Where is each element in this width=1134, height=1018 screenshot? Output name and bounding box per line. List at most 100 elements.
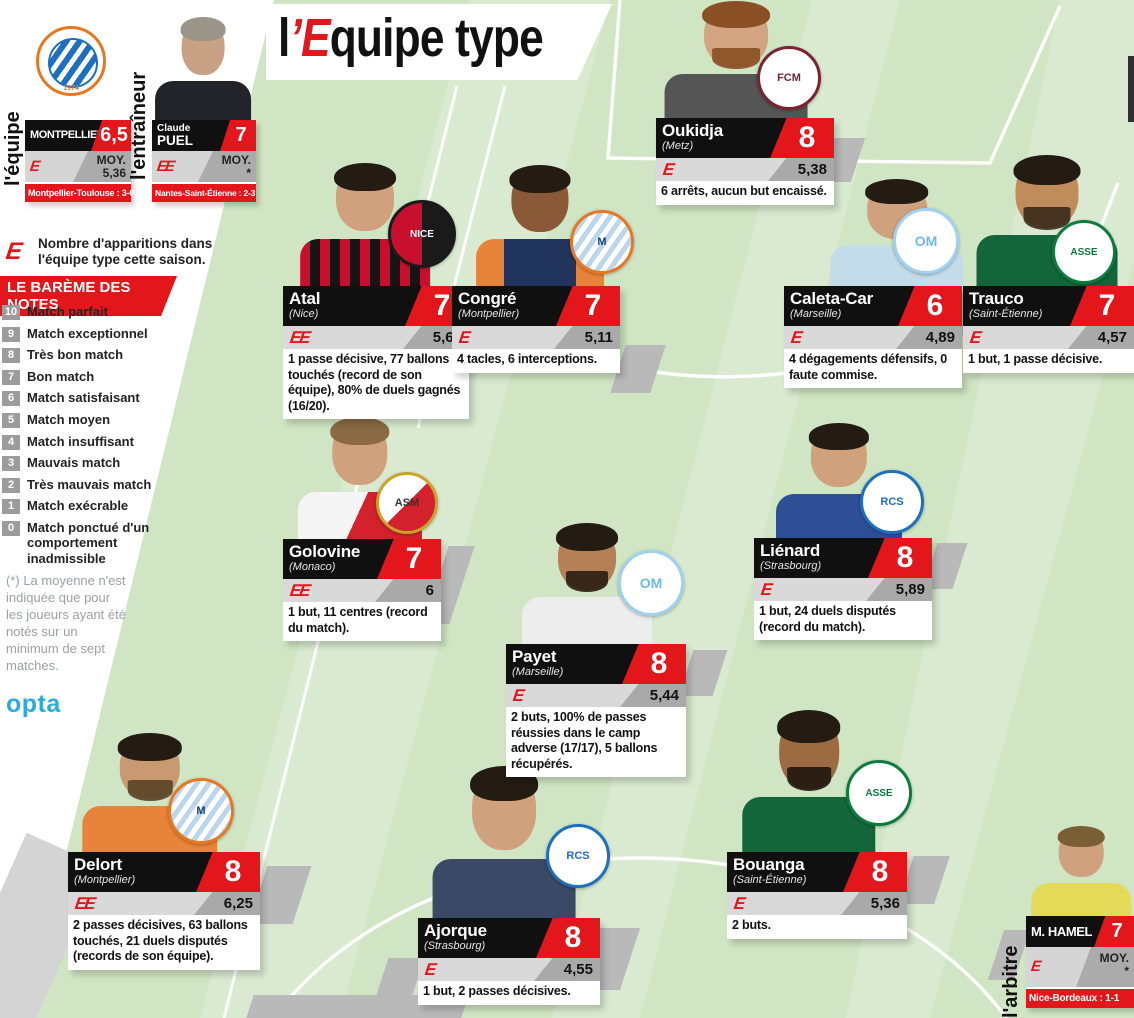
- strasbourg-crest: RCS: [860, 470, 924, 534]
- fc-metz-crest: FCM: [757, 46, 821, 110]
- strasbourg-crest: RCS: [546, 824, 610, 888]
- player-club: (Nice): [289, 308, 319, 320]
- team-card: MONTPELLIER 6,5 E MOY. 5,36 Montpellier-T…: [25, 120, 134, 202]
- referee-match-score: Nice-Bordeaux : 1-1: [1026, 987, 1134, 1008]
- team-vertical-label: l'équipe: [2, 111, 24, 186]
- bareme-row: 3 Mauvais match: [2, 455, 178, 472]
- team-average: MOY. 5,36: [73, 151, 131, 182]
- player-stats: 2 passes décisives, 63 ballons touchés, …: [68, 915, 260, 970]
- bareme-row: 6 Match satisfaisant: [2, 390, 178, 407]
- screen-edge-artifact: [1128, 56, 1134, 122]
- appearances-e-icon: E: [28, 158, 40, 175]
- player-club: (Montpellier): [458, 308, 520, 320]
- montpellier-crest-small: M: [168, 778, 234, 844]
- bareme-row: 10 Match parfait: [2, 304, 178, 320]
- player-club: (Marseille): [790, 308, 842, 320]
- lequipe-logo-e: ’E: [289, 8, 330, 68]
- crest-year: 1974: [63, 85, 79, 92]
- appearances-e-icon: E: [968, 327, 981, 347]
- player-club: (Monaco): [289, 561, 336, 573]
- player-photo-payet: [518, 522, 656, 645]
- player-club: (Metz): [662, 140, 694, 152]
- referee-name: M. HAMEL: [1031, 924, 1093, 939]
- appearances-e-icon: E: [423, 959, 436, 979]
- player-name: Trauco: [969, 289, 1024, 308]
- coach-last-name: PUEL: [157, 133, 194, 148]
- referee-photo: [1028, 825, 1134, 919]
- appearances-e-icon: E: [457, 327, 470, 347]
- team-rating: 6,5: [91, 120, 131, 151]
- opta-logo: opta: [6, 690, 61, 718]
- marseille-crest: OM: [618, 550, 684, 616]
- player-card-lienard: Liénard (Strasbourg) 8 E 5,89 1 but, 24 …: [754, 538, 932, 640]
- player-card-congre: Congré (Montpellier) 7 E 5,11 4 tacles, …: [452, 286, 620, 373]
- referee-average: MOY. *: [1076, 947, 1134, 987]
- player-average: 6,25: [194, 892, 260, 915]
- bareme-row: 5 Match moyen: [2, 412, 178, 428]
- player-card-delort: Delort (Montpellier) 8 EE 6,25 2 passes …: [68, 852, 260, 970]
- player-card-ajorque: Ajorque (Strasbourg) 8 E 4,55 1 but, 2 p…: [418, 918, 600, 1005]
- bareme-row: 4 Match insuffisant: [2, 434, 178, 450]
- player-average: 5,44: [620, 684, 686, 707]
- player-rating: 8: [622, 644, 686, 684]
- coach-match-score: Nantes-Saint-Étienne : 2-3: [152, 182, 256, 202]
- player-photo-ajorque: [428, 765, 580, 919]
- appearances-e-icon: EE: [73, 893, 96, 913]
- appearances-e-icon: E: [1029, 958, 1041, 975]
- marseille-crest: OM: [893, 208, 959, 274]
- appearances-e-icon: E: [732, 893, 745, 913]
- saint-etienne-crest: ASSE: [846, 760, 912, 826]
- bareme-row: 7 Bon match: [2, 369, 178, 385]
- player-stats: 1 but, 11 centres (record du match).: [283, 602, 441, 641]
- appearances-e-icon: E: [511, 685, 524, 705]
- player-average: 5,11: [554, 326, 620, 349]
- appearances-e-icon: E: [661, 159, 674, 179]
- saint-etienne-crest: ASSE: [1052, 220, 1116, 284]
- player-card-oukidja: Oukidja (Metz) 8 E 5,38 6 arrêts, aucun …: [656, 118, 834, 205]
- bareme-list: 10 Match parfait 9 Match exceptionnel 8 Trè…: [2, 304, 178, 572]
- page-title: l’Equipe type: [278, 8, 544, 68]
- bareme-row: 2 Très mauvais match: [2, 477, 178, 493]
- player-average: 5,36: [841, 892, 907, 915]
- player-rating: 8: [770, 118, 834, 158]
- player-stats: 1 but, 24 duels disputés (record du matc…: [754, 601, 932, 640]
- player-name: Liénard: [760, 541, 821, 560]
- player-club: (Montpellier): [74, 874, 136, 886]
- player-club: (Saint-Étienne): [969, 308, 1043, 320]
- legend-text: Nombre d'apparitions dans l'équipe type …: [38, 236, 213, 267]
- coach-average: MOY. *: [198, 151, 256, 182]
- referee-card: M. HAMEL 7 E MOY. * Nice-Bordeaux : 1-1: [1026, 916, 1134, 1008]
- coach-card: Claude PUEL 7 EE MOY. * Nantes-Saint-Étie…: [152, 120, 256, 202]
- player-name: Atal: [289, 289, 321, 308]
- player-name: Delort: [74, 855, 122, 874]
- player-stats: 1 but, 1 passe décisive.: [963, 349, 1134, 373]
- appearances-e-icon: EE: [155, 158, 175, 175]
- bareme-title: LE BARÈME DES NOTES: [0, 276, 177, 316]
- player-stats: 2 buts, 100% de passes réussies dans le …: [506, 707, 686, 777]
- player-average: 5,89: [866, 578, 932, 601]
- player-average: 4,55: [534, 958, 600, 981]
- player-club: (Marseille): [512, 666, 564, 678]
- coach-photo: [152, 17, 254, 122]
- player-stats: 6 arrêts, aucun but encaissé.: [656, 181, 834, 205]
- appearances-e-icon: EE: [288, 327, 311, 347]
- ogc-nice-crest: NICE: [388, 200, 456, 268]
- player-average: 4,89: [896, 326, 962, 349]
- player-club: (Strasbourg): [424, 940, 486, 952]
- player-stats: 2 buts.: [727, 915, 907, 939]
- player-stats: 1 but, 2 passes décisives.: [418, 981, 600, 1005]
- player-name: Ajorque: [424, 921, 487, 940]
- bareme-row: 0 Match ponctué d'un comportement inadmis…: [2, 520, 178, 567]
- montpellier-crest-small: M: [570, 210, 634, 274]
- bareme-row: 9 Match exceptionnel: [2, 326, 178, 342]
- player-average: 6: [375, 579, 441, 602]
- player-average: 4,57: [1068, 326, 1134, 349]
- player-card-payet: Payet (Marseille) 8 E 5,44 2 buts, 100% …: [506, 644, 686, 777]
- player-card-trauco: Trauco (Saint-Étienne) 7 E 4,57 1 but, 1…: [963, 286, 1134, 373]
- bareme-row: 1 Match exécrable: [2, 498, 178, 515]
- player-stats: 1 passe décisive, 77 ballons touchés (re…: [283, 349, 469, 419]
- player-card-atal: Atal (Nice) 7 EE 5,67 1 passe décisive, …: [283, 286, 469, 419]
- title-plate: [266, 4, 612, 80]
- player-rating: 7: [1070, 286, 1134, 326]
